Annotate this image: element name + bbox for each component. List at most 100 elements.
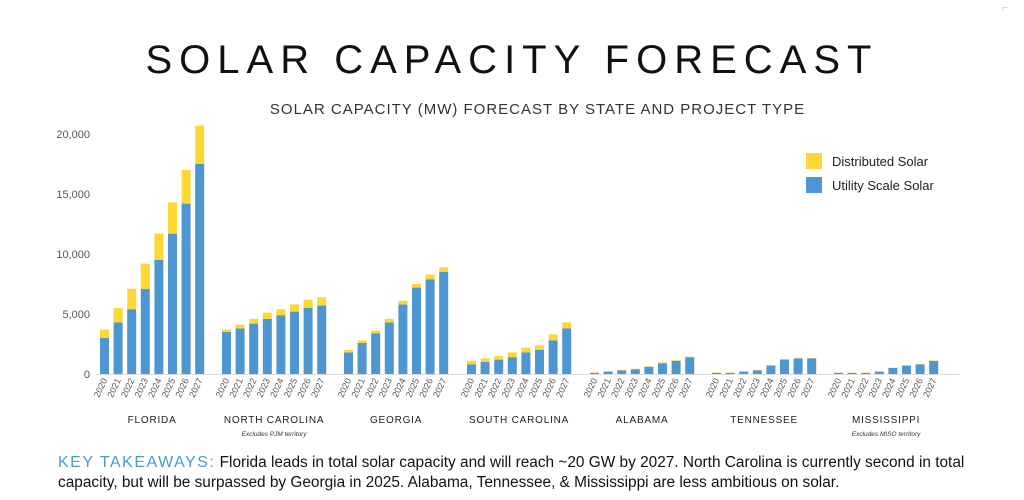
state-label: GEORGIA bbox=[370, 415, 422, 426]
bar-distributed-georgia bbox=[357, 340, 367, 343]
bar-distributed-south-carolina bbox=[562, 322, 572, 329]
bar-utility-tennessee bbox=[780, 359, 789, 374]
state-label: SOUTH CAROLINA bbox=[469, 415, 569, 426]
bar-utility-florida bbox=[113, 322, 123, 374]
x-tick-label: 2027 bbox=[554, 377, 572, 399]
bar-utility-alabama bbox=[685, 357, 695, 374]
bar-distributed-georgia bbox=[371, 330, 381, 334]
takeaways-text: Florida leads in total solar capacity an… bbox=[58, 454, 965, 491]
bar-utility-mississippi bbox=[929, 360, 939, 374]
bar-distributed-florida bbox=[140, 263, 150, 289]
legend-label-utility: Utility Scale Solar bbox=[832, 177, 934, 193]
y-tick-label: 0 bbox=[84, 369, 90, 381]
bar-distributed-south-carolina bbox=[521, 347, 531, 353]
bar-utility-south-carolina bbox=[507, 357, 517, 374]
bar-distributed-florida bbox=[113, 308, 123, 323]
bar-utility-georgia bbox=[398, 304, 408, 374]
bar-utility-mississippi bbox=[888, 368, 898, 374]
bar-utility-georgia bbox=[439, 272, 449, 374]
bar-utility-alabama bbox=[590, 372, 599, 374]
bar-utility-south-carolina bbox=[467, 364, 476, 374]
bar-distributed-florida bbox=[168, 202, 177, 234]
bar-distributed-north-carolina bbox=[290, 304, 299, 312]
bar-utility-tennessee bbox=[793, 358, 803, 374]
x-tick-label: 2027 bbox=[799, 377, 817, 399]
bar-utility-mississippi bbox=[902, 365, 911, 374]
bar-distributed-south-carolina bbox=[548, 334, 558, 341]
corner-mark-icon: ⌐ bbox=[1002, 3, 1008, 14]
legend-swatch-distributed bbox=[806, 153, 822, 169]
y-tick-label: 15,000 bbox=[56, 189, 90, 201]
state-label: MISSISSIPPI bbox=[852, 415, 920, 426]
bar-utility-north-carolina bbox=[222, 332, 231, 374]
chart-legend: Distributed Solar Utility Scale Solar bbox=[806, 150, 934, 198]
bar-distributed-south-carolina bbox=[507, 352, 517, 358]
legend-label-distributed: Distributed Solar bbox=[832, 153, 929, 169]
bar-utility-mississippi bbox=[847, 372, 857, 374]
bar-utility-mississippi bbox=[861, 372, 871, 374]
bar-utility-alabama bbox=[630, 369, 640, 374]
bar-distributed-georgia bbox=[384, 318, 394, 323]
bar-utility-north-carolina bbox=[235, 328, 245, 374]
bar-utility-mississippi bbox=[915, 364, 925, 374]
x-tick-label: 2027 bbox=[431, 377, 449, 399]
bar-utility-florida bbox=[181, 203, 191, 374]
bar-utility-florida bbox=[195, 164, 205, 374]
bar-utility-georgia bbox=[371, 333, 381, 374]
x-tick-label: 2027 bbox=[309, 377, 327, 399]
x-tick-label: 2027 bbox=[187, 377, 205, 399]
bar-utility-north-carolina bbox=[276, 315, 286, 374]
state-note: Excludes PJM territory bbox=[242, 431, 308, 438]
bar-distributed-north-carolina bbox=[317, 297, 327, 306]
bar-distributed-alabama bbox=[671, 360, 681, 361]
state-label: FLORIDA bbox=[128, 415, 177, 426]
bar-utility-north-carolina bbox=[262, 318, 272, 374]
bar-utility-georgia bbox=[412, 287, 421, 374]
bar-utility-south-carolina bbox=[535, 350, 544, 374]
bar-distributed-north-carolina bbox=[235, 324, 245, 329]
bar-distributed-florida bbox=[127, 288, 137, 310]
bar-utility-south-carolina bbox=[548, 340, 558, 374]
y-tick-label: 5,000 bbox=[62, 309, 90, 321]
bar-distributed-florida bbox=[181, 170, 191, 204]
bar-utility-south-carolina bbox=[521, 352, 531, 374]
bar-utility-georgia bbox=[425, 279, 435, 374]
state-label: TENNESSEE bbox=[730, 415, 798, 426]
bar-utility-alabama bbox=[617, 370, 627, 374]
bar-utility-south-carolina bbox=[494, 359, 504, 374]
bar-utility-north-carolina bbox=[303, 308, 313, 374]
state-label: ALABAMA bbox=[616, 415, 669, 426]
bar-distributed-south-carolina bbox=[480, 358, 490, 362]
state-note: Excludes MISO territory bbox=[852, 431, 921, 438]
key-takeaways: KEY TAKEAWAYS: Florida leads in total so… bbox=[58, 453, 998, 493]
bar-utility-alabama bbox=[603, 371, 613, 374]
state-label: NORTH CAROLINA bbox=[224, 415, 324, 426]
bar-distributed-florida bbox=[154, 233, 164, 260]
bar-utility-georgia bbox=[344, 352, 353, 374]
legend-item-distributed: Distributed Solar bbox=[806, 150, 934, 172]
bar-utility-florida bbox=[140, 288, 150, 374]
legend-swatch-utility bbox=[806, 177, 822, 193]
bar-utility-georgia bbox=[384, 322, 394, 374]
legend-item-utility: Utility Scale Solar bbox=[806, 174, 934, 196]
bar-utility-tennessee bbox=[752, 370, 762, 374]
bar-utility-tennessee bbox=[739, 371, 749, 374]
chart-title: SOLAR CAPACITY (MW) FORECAST BY STATE AN… bbox=[269, 101, 806, 118]
bar-distributed-south-carolina bbox=[535, 345, 544, 350]
bar-distributed-georgia bbox=[344, 350, 353, 353]
bar-utility-florida bbox=[154, 260, 164, 374]
takeaways-heading: KEY TAKEAWAYS: bbox=[58, 454, 216, 471]
bar-utility-florida bbox=[127, 309, 137, 374]
bar-distributed-georgia bbox=[439, 267, 449, 272]
bar-distributed-alabama bbox=[658, 362, 667, 364]
x-tick-label: 2027 bbox=[921, 377, 939, 399]
bar-utility-alabama bbox=[644, 366, 654, 374]
bar-utility-tennessee bbox=[712, 372, 721, 374]
y-tick-label: 20,000 bbox=[56, 129, 90, 141]
bar-distributed-florida bbox=[100, 329, 109, 338]
bar-utility-tennessee bbox=[766, 365, 776, 374]
bar-utility-south-carolina bbox=[562, 328, 572, 374]
bar-distributed-georgia bbox=[425, 274, 435, 280]
bar-utility-south-carolina bbox=[480, 362, 490, 374]
bar-distributed-south-carolina bbox=[494, 356, 504, 360]
